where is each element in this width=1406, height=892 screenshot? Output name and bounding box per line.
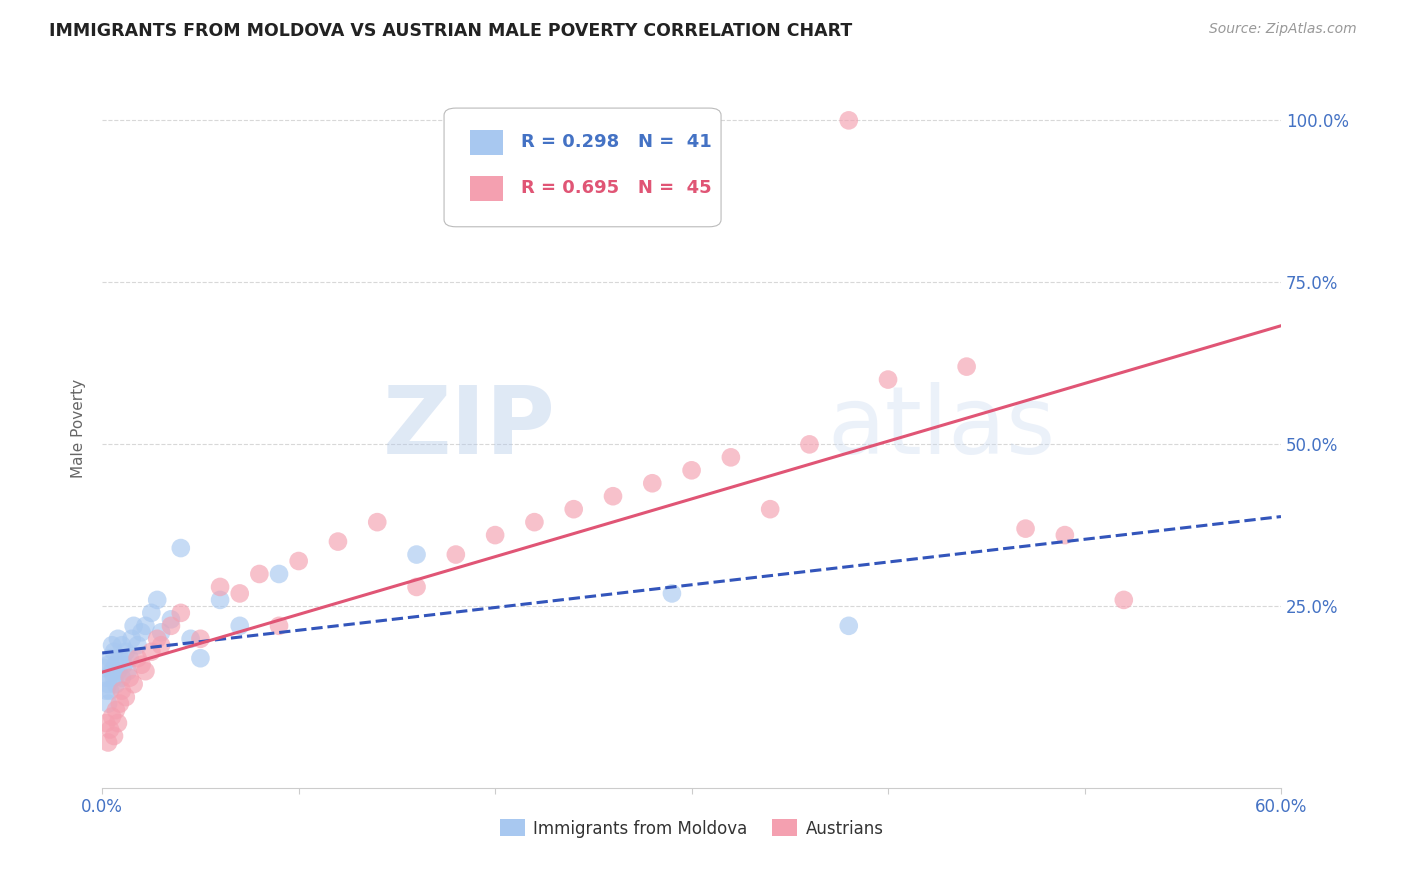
Point: [103, 645, 125, 659]
Point: [117, 664, 139, 678]
Point: [229, 586, 252, 600]
Point: [523, 515, 546, 529]
Point: [838, 619, 860, 633]
Point: [134, 619, 156, 633]
Point: [326, 534, 349, 549]
Point: [94, 671, 117, 685]
Point: [114, 690, 136, 705]
Point: [97, 677, 120, 691]
Point: [170, 606, 193, 620]
Point: [1112, 593, 1135, 607]
Point: [366, 515, 388, 529]
Point: [799, 437, 821, 451]
Point: [1053, 528, 1076, 542]
Point: [127, 638, 149, 652]
Point: [104, 657, 127, 672]
Point: [94, 716, 117, 731]
Point: [118, 671, 141, 685]
Point: [287, 554, 309, 568]
Point: [101, 638, 124, 652]
Point: [956, 359, 979, 374]
Point: [229, 619, 252, 633]
Point: [108, 651, 131, 665]
Point: [121, 632, 143, 646]
Point: [118, 651, 141, 665]
Point: [98, 651, 121, 665]
Text: Source: ZipAtlas.com: Source: ZipAtlas.com: [1209, 22, 1357, 37]
Point: [104, 703, 127, 717]
Text: R = 0.695   N =  45: R = 0.695 N = 45: [520, 179, 711, 197]
FancyBboxPatch shape: [444, 108, 721, 227]
Point: [484, 528, 506, 542]
Point: [160, 612, 183, 626]
Point: [405, 580, 427, 594]
Point: [111, 638, 134, 652]
Point: [405, 548, 427, 562]
FancyBboxPatch shape: [470, 129, 503, 155]
Point: [97, 657, 120, 672]
Text: atlas: atlas: [827, 382, 1056, 475]
Legend: Immigrants from Moldova, Austrians: Immigrants from Moldova, Austrians: [494, 813, 890, 844]
Point: [103, 729, 125, 743]
Point: [108, 697, 131, 711]
Y-axis label: Male Poverty: Male Poverty: [72, 378, 86, 478]
Point: [134, 664, 156, 678]
Point: [131, 657, 153, 672]
Point: [146, 632, 169, 646]
Point: [94, 683, 117, 698]
Point: [190, 651, 212, 665]
Point: [107, 664, 129, 678]
Point: [93, 661, 115, 675]
Point: [444, 548, 467, 562]
Point: [661, 586, 683, 600]
Point: [209, 580, 232, 594]
Point: [877, 373, 900, 387]
Point: [267, 619, 290, 633]
Point: [759, 502, 782, 516]
Point: [98, 723, 121, 737]
Point: [122, 619, 145, 633]
Text: IMMIGRANTS FROM MOLDOVA VS AUSTRIAN MALE POVERTY CORRELATION CHART: IMMIGRANTS FROM MOLDOVA VS AUSTRIAN MALE…: [49, 22, 852, 40]
Point: [150, 638, 173, 652]
Point: [141, 645, 163, 659]
Point: [97, 697, 120, 711]
Text: R = 0.298   N =  41: R = 0.298 N = 41: [520, 133, 711, 152]
Point: [146, 593, 169, 607]
Point: [101, 709, 124, 723]
Point: [127, 651, 149, 665]
Point: [160, 619, 183, 633]
Point: [190, 632, 212, 646]
Point: [104, 677, 127, 691]
Point: [141, 606, 163, 620]
Text: ZIP: ZIP: [384, 382, 555, 475]
Point: [112, 657, 135, 672]
FancyBboxPatch shape: [470, 176, 503, 201]
Point: [838, 113, 860, 128]
Point: [170, 541, 193, 555]
Point: [107, 632, 129, 646]
Point: [107, 716, 129, 731]
Point: [111, 683, 134, 698]
Point: [1014, 522, 1036, 536]
Point: [98, 683, 121, 698]
Point: [97, 735, 120, 749]
Point: [150, 625, 173, 640]
Point: [720, 450, 742, 465]
Point: [562, 502, 585, 516]
Point: [180, 632, 202, 646]
Point: [247, 566, 270, 581]
Point: [681, 463, 703, 477]
Point: [209, 593, 232, 607]
Point: [602, 489, 624, 503]
Point: [103, 671, 125, 685]
Point: [131, 625, 153, 640]
Point: [111, 671, 134, 685]
Point: [641, 476, 664, 491]
Point: [101, 664, 124, 678]
Point: [114, 645, 136, 659]
Point: [122, 677, 145, 691]
Point: [267, 566, 290, 581]
